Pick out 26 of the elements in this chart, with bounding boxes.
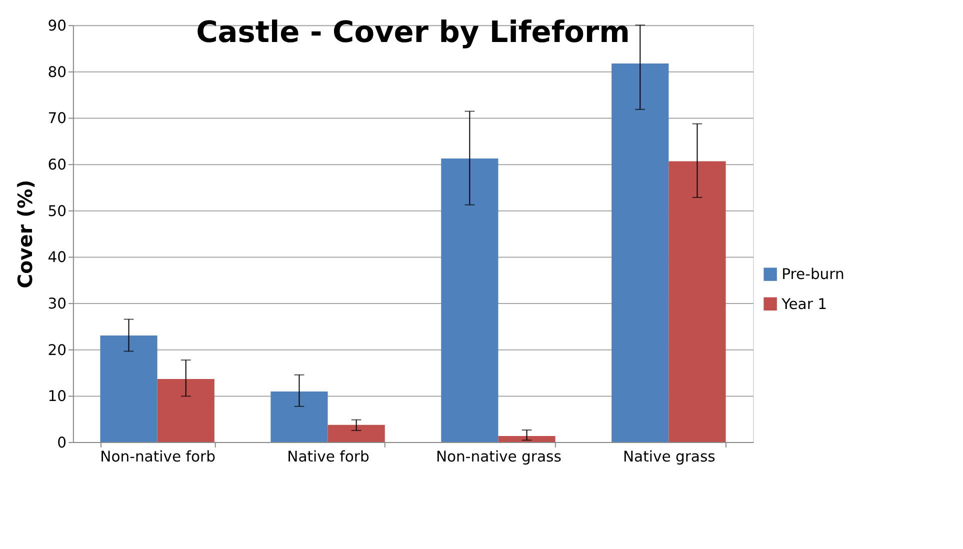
y-tick-label: 90 xyxy=(48,18,67,35)
y-tick-label: 0 xyxy=(57,434,67,452)
legend-label: Year 1 xyxy=(780,296,827,313)
bar xyxy=(668,161,726,442)
y-tick-label: 20 xyxy=(48,342,67,359)
bar xyxy=(441,158,498,442)
y-tick-label: 50 xyxy=(48,202,67,220)
legend-label: Pre-burn xyxy=(782,266,844,284)
y-tick-label: 30 xyxy=(48,295,67,312)
y-tick-label: 60 xyxy=(48,156,67,174)
x-tick-label: Native forb xyxy=(287,448,370,466)
bar xyxy=(100,335,158,442)
x-tick-label: Non-native grass xyxy=(436,448,562,466)
chart-title: Castle - Cover by Lifeform xyxy=(196,14,630,49)
x-tick-label: Native grass xyxy=(622,448,716,466)
y-tick-label: 70 xyxy=(48,110,67,128)
bar xyxy=(157,379,214,442)
x-tick-label: Non-native forb xyxy=(100,448,216,466)
y-tick-label: 80 xyxy=(48,64,67,81)
bar xyxy=(498,436,556,442)
y-tick-label: 10 xyxy=(48,388,67,406)
bar xyxy=(612,64,669,442)
y-axis-title: Cover (%) xyxy=(14,180,37,288)
bar xyxy=(270,392,328,442)
y-tick-label: 40 xyxy=(48,249,67,266)
bar xyxy=(328,424,385,442)
